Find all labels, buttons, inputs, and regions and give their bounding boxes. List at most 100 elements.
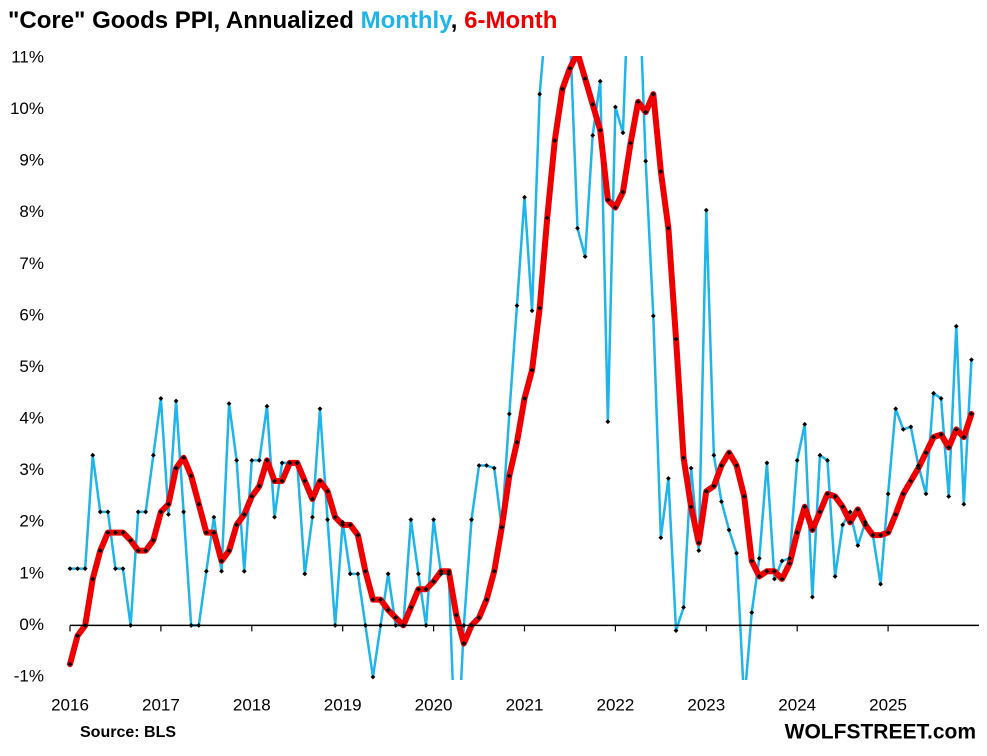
data-point <box>484 597 489 603</box>
x-tick-label: 2023 <box>687 695 725 714</box>
data-point <box>234 522 240 528</box>
data-point <box>105 509 111 515</box>
data-point <box>764 568 770 574</box>
data-point <box>211 530 217 535</box>
data-point <box>847 509 853 515</box>
data-point <box>794 457 800 463</box>
data-point <box>332 514 338 520</box>
data-point <box>219 558 224 564</box>
data-point <box>97 548 103 554</box>
data-point <box>756 574 762 579</box>
data-point <box>514 439 520 445</box>
data-point <box>688 465 694 471</box>
data-point <box>363 568 368 574</box>
x-tick-label: 2024 <box>778 695 816 714</box>
data-point <box>575 225 580 231</box>
data-point <box>840 504 846 510</box>
data-point <box>628 140 633 146</box>
data-point <box>825 457 830 463</box>
data-point <box>529 367 535 373</box>
data-point <box>120 530 126 535</box>
data-point <box>961 501 967 507</box>
data-point <box>310 496 315 502</box>
data-point <box>317 406 323 412</box>
data-point <box>613 205 618 210</box>
data-point <box>734 550 739 556</box>
data-point <box>537 305 543 311</box>
data-point <box>870 532 876 538</box>
data-point <box>734 463 739 468</box>
y-tick-label: 1% <box>19 563 44 582</box>
data-point <box>900 427 906 432</box>
data-point <box>665 476 671 481</box>
data-point <box>802 504 808 510</box>
data-point <box>605 419 611 425</box>
data-point <box>378 597 384 603</box>
data-point <box>900 491 906 497</box>
data-point <box>620 130 626 136</box>
data-point <box>385 571 391 577</box>
data-point <box>741 494 747 499</box>
data-point <box>537 91 543 97</box>
data-point <box>135 509 141 515</box>
data-point <box>529 308 535 314</box>
source: Source: BLS <box>80 724 176 741</box>
data-point <box>575 50 580 55</box>
chart-title: "Core" Goods PPI, Annualized Monthly, 6-… <box>8 7 557 34</box>
data-point <box>756 555 762 561</box>
title-part: Monthly <box>361 7 454 34</box>
data-point <box>264 403 270 409</box>
data-point <box>499 525 505 530</box>
data-point <box>931 434 936 440</box>
data-point <box>552 138 558 143</box>
data-point <box>643 158 649 164</box>
data-point <box>590 132 596 138</box>
data-point <box>832 494 838 499</box>
data-point <box>560 4 565 9</box>
data-point <box>568 30 573 35</box>
data-point <box>438 568 444 574</box>
x-tick-label: 2016 <box>51 695 89 714</box>
data-point <box>514 303 520 308</box>
data-point <box>90 452 96 458</box>
data-point <box>946 445 952 450</box>
y-tick-label: 2% <box>19 512 44 531</box>
data-point <box>681 604 686 610</box>
data-point <box>855 543 861 548</box>
data-point <box>772 568 777 574</box>
data-point <box>173 465 179 471</box>
data-point <box>620 189 626 195</box>
data-point <box>90 576 96 582</box>
y-tick-label: 6% <box>19 305 44 324</box>
data-point <box>355 571 361 577</box>
data-point <box>582 254 588 259</box>
data-point <box>969 411 974 417</box>
data-point <box>241 568 247 574</box>
data-point <box>681 455 686 461</box>
data-point <box>696 548 702 554</box>
data-point <box>370 674 376 680</box>
y-tick-label: 7% <box>19 254 44 273</box>
plot-area <box>67 4 975 680</box>
data-point <box>802 421 808 427</box>
data-point <box>226 548 232 554</box>
data-point <box>370 597 376 603</box>
data-point <box>878 581 883 587</box>
data-point <box>166 501 171 507</box>
data-point <box>491 465 497 471</box>
data-point <box>567 65 573 71</box>
data-point <box>446 568 452 574</box>
data-point <box>317 478 323 484</box>
data-point <box>393 615 399 621</box>
y-tick-label: 0% <box>19 615 44 634</box>
data-point <box>408 604 414 610</box>
x-tick-label: 2025 <box>869 695 907 714</box>
data-point <box>779 558 785 564</box>
data-point <box>613 104 618 110</box>
data-point <box>817 452 823 458</box>
data-point <box>711 452 717 458</box>
data-point <box>158 396 164 401</box>
data-point <box>969 357 974 363</box>
x-tick-label: 2021 <box>506 695 544 714</box>
data-point <box>469 517 474 523</box>
